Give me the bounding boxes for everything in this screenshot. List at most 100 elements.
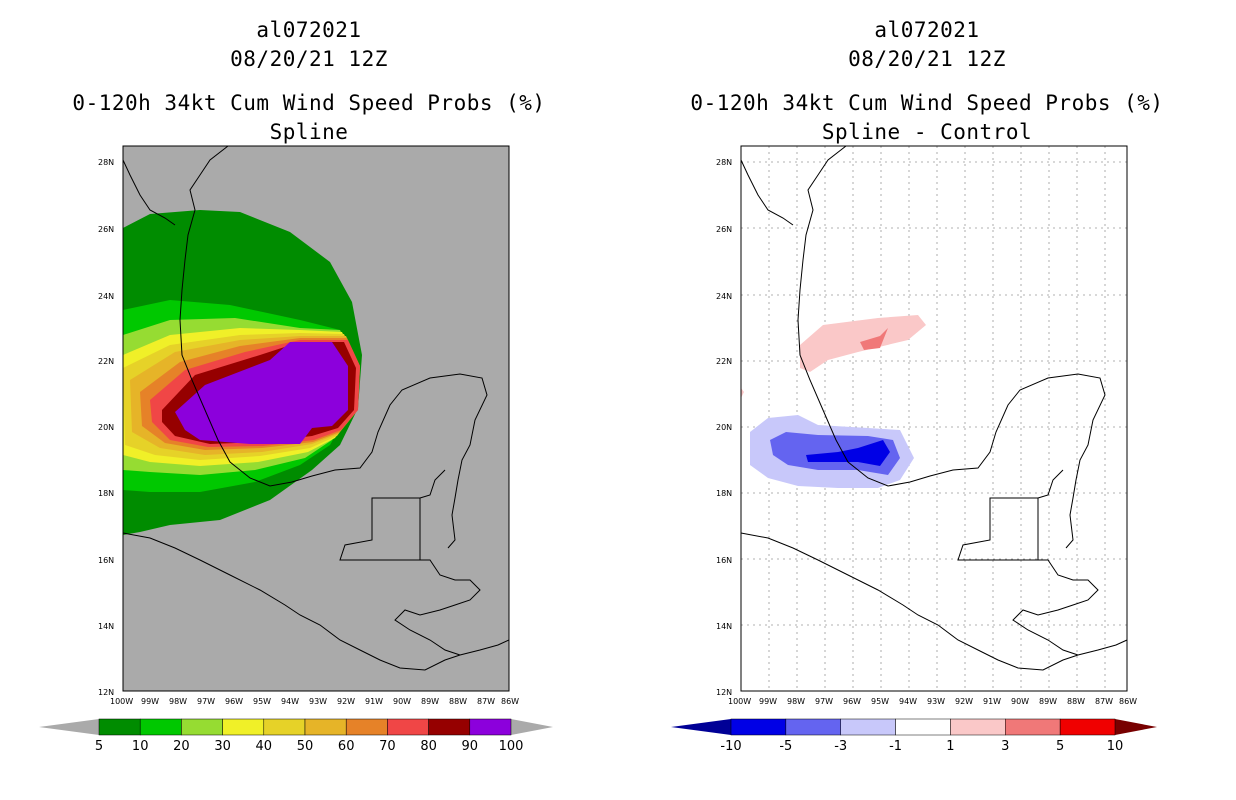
lon-label: 95W: [253, 697, 271, 706]
colorbar-label: 70: [379, 739, 396, 754]
difference-shading: [741, 315, 926, 488]
map-frame: [740, 145, 1128, 692]
colorbar-label: 100: [499, 739, 524, 754]
map-difference: 28N 26N 24N 22N 20N 18N 16N 14N 12N 100W…: [671, 145, 1157, 754]
colorbar-label: 5: [1056, 739, 1064, 754]
colorbar-label: -1: [889, 739, 902, 754]
lon-label: 90W: [1011, 697, 1029, 706]
lon-label: 100W: [110, 697, 133, 706]
colorbar-label: -5: [779, 739, 792, 754]
lon-label: 99W: [141, 697, 159, 706]
lon-label: 87W: [1095, 697, 1113, 706]
lat-label: 24N: [716, 292, 732, 301]
datetime-title: 08/20/21 12Z: [848, 47, 1006, 71]
colorbar-swatch: [1005, 718, 1061, 736]
colorbar-label: 60: [338, 739, 355, 754]
coastline: [122, 145, 510, 671]
lon-label: 86W: [1119, 697, 1137, 706]
colorbar-swatch: [785, 718, 841, 736]
lon-label: 88W: [449, 697, 467, 706]
lat-axis: 28N 26N 24N 22N 20N 18N 16N 14N 12N: [716, 158, 732, 697]
lat-label: 20N: [98, 423, 114, 432]
coastline: [740, 145, 1128, 671]
colorbar-arrow-low: [39, 719, 99, 735]
lon-label: 87W: [477, 697, 495, 706]
lon-label: 98W: [787, 697, 805, 706]
lon-label: 93W: [309, 697, 327, 706]
colorbar-label: 1: [946, 739, 954, 754]
diff-neg-5: [806, 440, 890, 466]
colorbar-swatch: [139, 718, 182, 736]
subtitle: Spline: [269, 120, 349, 144]
colorbar-swatch: [181, 718, 223, 736]
lat-label: 26N: [98, 225, 114, 234]
lon-label: 94W: [899, 697, 917, 706]
lon-label: 89W: [1039, 697, 1057, 706]
colorbar-label: 3: [1001, 739, 1009, 754]
colorbar-swatch: [895, 718, 951, 736]
lat-axis: 28N 26N 24N 22N 20N 18N 16N 14N 12N: [98, 158, 114, 697]
colorbar-label: -10: [720, 739, 741, 754]
colorbar-swatch: [428, 718, 471, 736]
colorbar-arrow-high: [1115, 719, 1157, 735]
lat-label: 12N: [716, 688, 732, 697]
product-title: 0-120h 34kt Cum Wind Speed Probs (%): [690, 91, 1164, 115]
lat-label: 26N: [716, 225, 732, 234]
storm-id-title: al072021: [256, 18, 362, 42]
lat-label: 20N: [716, 423, 732, 432]
lon-axis: 100W 99W 98W 97W 96W 95W 94W 93W 92W 91W…: [728, 697, 1137, 706]
colorbar-swatch: [345, 718, 388, 736]
storm-id-title: al072021: [874, 18, 980, 42]
map-grid-dotted: [741, 146, 1127, 691]
lat-label: 14N: [716, 622, 732, 631]
colorbar-label: 10: [1107, 739, 1124, 754]
lon-label: 96W: [843, 697, 861, 706]
lat-label: 18N: [98, 489, 114, 498]
lat-label: 28N: [716, 158, 732, 167]
colorbar-swatch: [387, 718, 429, 736]
lon-label: 98W: [169, 697, 187, 706]
right-panel: al072021 08/20/21 12Z 0-120h 34kt Cum Wi…: [618, 0, 1236, 800]
lon-label: 99W: [759, 697, 777, 706]
map-probability: 28N 26N 24N 22N 20N 18N 16N 14N 12N 100W…: [39, 145, 553, 754]
colorbar-swatch: [304, 718, 347, 736]
colorbar-swatch: [469, 718, 512, 736]
lon-label: 90W: [393, 697, 411, 706]
lat-label: 14N: [98, 622, 114, 631]
colorbar-swatch: [222, 718, 265, 736]
lat-label: 24N: [98, 292, 114, 301]
colorbar-label: 40: [256, 739, 273, 754]
colorbar-arrow-low: [671, 719, 731, 735]
prob-90-contour: [175, 342, 348, 444]
colorbar-label: 80: [420, 739, 437, 754]
colorbar-label: 90: [462, 739, 479, 754]
lon-label: 88W: [1067, 697, 1085, 706]
lon-label: 97W: [815, 697, 833, 706]
lon-label: 86W: [501, 697, 519, 706]
product-title: 0-120h 34kt Cum Wind Speed Probs (%): [72, 91, 546, 115]
lat-label: 16N: [716, 556, 732, 565]
probability-shading: [123, 210, 362, 535]
colorbar-swatch: [840, 718, 896, 736]
lon-axis: 100W 99W 98W 97W 96W 95W 94W 93W 92W 91W…: [110, 697, 519, 706]
colorbar: -10 -5 -3 -1 1 3 5 10: [671, 718, 1157, 754]
lon-label: 96W: [225, 697, 243, 706]
lat-label: 28N: [98, 158, 114, 167]
colorbar-swatch: [1059, 718, 1116, 736]
lat-label: 22N: [98, 357, 114, 366]
map-grid: [122, 145, 510, 692]
subtitle: Spline - Control: [821, 120, 1033, 144]
colorbar-label: 10: [132, 739, 149, 754]
lon-label: 97W: [197, 697, 215, 706]
datetime-title: 08/20/21 12Z: [230, 47, 388, 71]
colorbar-label: 50: [297, 739, 314, 754]
colorbar-swatch: [98, 718, 141, 736]
colorbar-label: 30: [214, 739, 231, 754]
diff-pos-3: [860, 328, 888, 350]
colorbar: 5 10 20 30 40 50 60 70 80 90 100: [39, 718, 553, 754]
lat-label: 16N: [98, 556, 114, 565]
colorbar-label: -3: [834, 739, 847, 754]
lon-label: 94W: [281, 697, 299, 706]
lon-label: 100W: [728, 697, 751, 706]
lat-label: 18N: [716, 489, 732, 498]
